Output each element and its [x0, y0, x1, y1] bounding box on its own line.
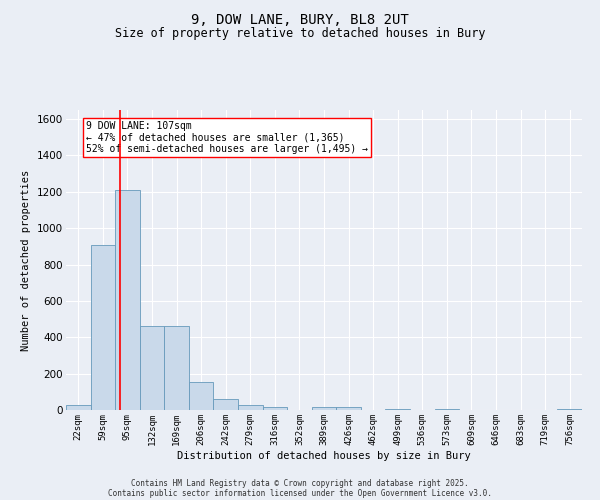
- Bar: [434, 409, 459, 410]
- Bar: [336, 408, 361, 410]
- Text: Size of property relative to detached houses in Bury: Size of property relative to detached ho…: [115, 28, 485, 40]
- Bar: [385, 409, 410, 410]
- Text: Contains HM Land Registry data © Crown copyright and database right 2025.: Contains HM Land Registry data © Crown c…: [131, 478, 469, 488]
- Text: 9, DOW LANE, BURY, BL8 2UT: 9, DOW LANE, BURY, BL8 2UT: [191, 12, 409, 26]
- Bar: [557, 409, 582, 410]
- X-axis label: Distribution of detached houses by size in Bury: Distribution of detached houses by size …: [177, 450, 471, 460]
- Bar: [312, 408, 336, 410]
- Bar: [115, 190, 140, 410]
- Bar: [238, 404, 263, 410]
- Y-axis label: Number of detached properties: Number of detached properties: [22, 170, 31, 350]
- Bar: [214, 399, 238, 410]
- Bar: [164, 326, 189, 410]
- Bar: [263, 408, 287, 410]
- Text: Contains public sector information licensed under the Open Government Licence v3: Contains public sector information licen…: [108, 488, 492, 498]
- Bar: [66, 404, 91, 410]
- Bar: [140, 326, 164, 410]
- Text: 9 DOW LANE: 107sqm
← 47% of detached houses are smaller (1,365)
52% of semi-deta: 9 DOW LANE: 107sqm ← 47% of detached hou…: [86, 121, 368, 154]
- Bar: [189, 382, 214, 410]
- Bar: [91, 244, 115, 410]
